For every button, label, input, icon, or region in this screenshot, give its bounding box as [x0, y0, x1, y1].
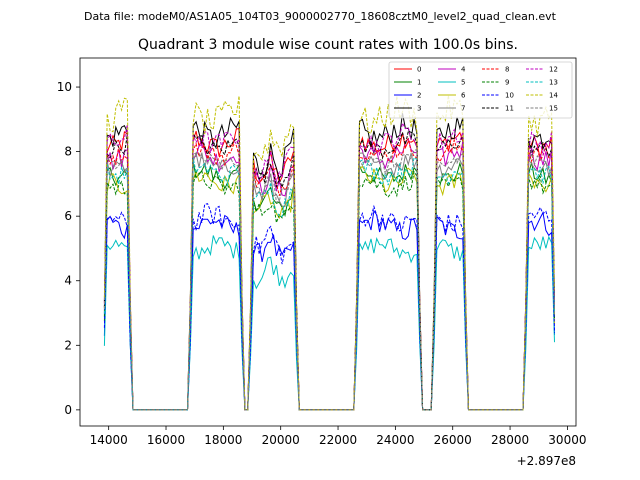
series-line-0	[103, 128, 555, 411]
chart-title: Quadrant 3 module wise count rates with …	[138, 37, 518, 53]
series-line-2	[103, 209, 555, 411]
legend-label-10: 10	[505, 92, 514, 100]
legend-label-14: 14	[549, 92, 558, 100]
series-line-10	[103, 203, 555, 411]
legend-label-3: 3	[417, 105, 421, 113]
series-line-7	[103, 151, 555, 411]
series-line-1	[103, 161, 555, 411]
y-tick-label: 10	[57, 80, 72, 94]
chart-suptitle: Data file: modeM0/AS1A05_104T03_90000027…	[84, 10, 557, 23]
legend-label-9: 9	[505, 79, 509, 87]
x-tick-label: 24000	[376, 433, 414, 447]
legend-label-5: 5	[461, 79, 465, 87]
x-tick-label: 18000	[204, 433, 242, 447]
series-line-14	[103, 95, 555, 411]
series-line-6	[103, 165, 555, 411]
legend-label-13: 13	[549, 79, 558, 87]
legend-label-15: 15	[549, 105, 558, 113]
y-tick-label: 2	[64, 338, 72, 352]
y-tick-label: 8	[64, 145, 72, 159]
legend-label-6: 6	[461, 92, 466, 100]
x-tick-label: 26000	[434, 433, 472, 447]
series-line-8	[103, 137, 555, 411]
series-line-3	[103, 113, 555, 411]
x-axis: 14000 16000 18000 20000 22000 24000 26000 28000…	[90, 426, 586, 447]
series-layer	[103, 95, 555, 411]
plot-frame	[79, 57, 577, 427]
legend-label-1: 1	[417, 79, 421, 87]
series-line-5	[103, 235, 555, 411]
series-line-13	[103, 156, 555, 411]
legend-label-11: 11	[505, 105, 514, 113]
legend-label-8: 8	[505, 66, 509, 74]
x-tick-label: 14000	[90, 433, 128, 447]
series-line-4	[103, 137, 555, 411]
y-tick-label: 6	[64, 209, 72, 223]
legend-label-12: 12	[549, 66, 558, 74]
legend-label-4: 4	[461, 66, 466, 74]
series-line-12	[103, 121, 555, 411]
y-axis: 0 2 4 6 8 10	[57, 80, 80, 417]
legend-label-2: 2	[417, 92, 421, 100]
x-tick-label: 30000	[548, 433, 586, 447]
x-tick-label: 16000	[147, 433, 185, 447]
y-tick-label: 4	[64, 274, 72, 288]
series-line-9	[103, 169, 555, 411]
y-tick-label: 0	[64, 403, 72, 417]
legend-box	[388, 61, 573, 119]
legend-label-7: 7	[461, 105, 465, 113]
x-tick-label: 28000	[491, 433, 529, 447]
x-tick-label: 22000	[319, 433, 357, 447]
series-line-11	[103, 130, 555, 411]
legend-label-0: 0	[417, 66, 421, 74]
x-axis-offset-label: +2.897e8	[517, 454, 576, 468]
x-tick-label: 20000	[262, 433, 300, 447]
series-line-15	[103, 148, 555, 411]
